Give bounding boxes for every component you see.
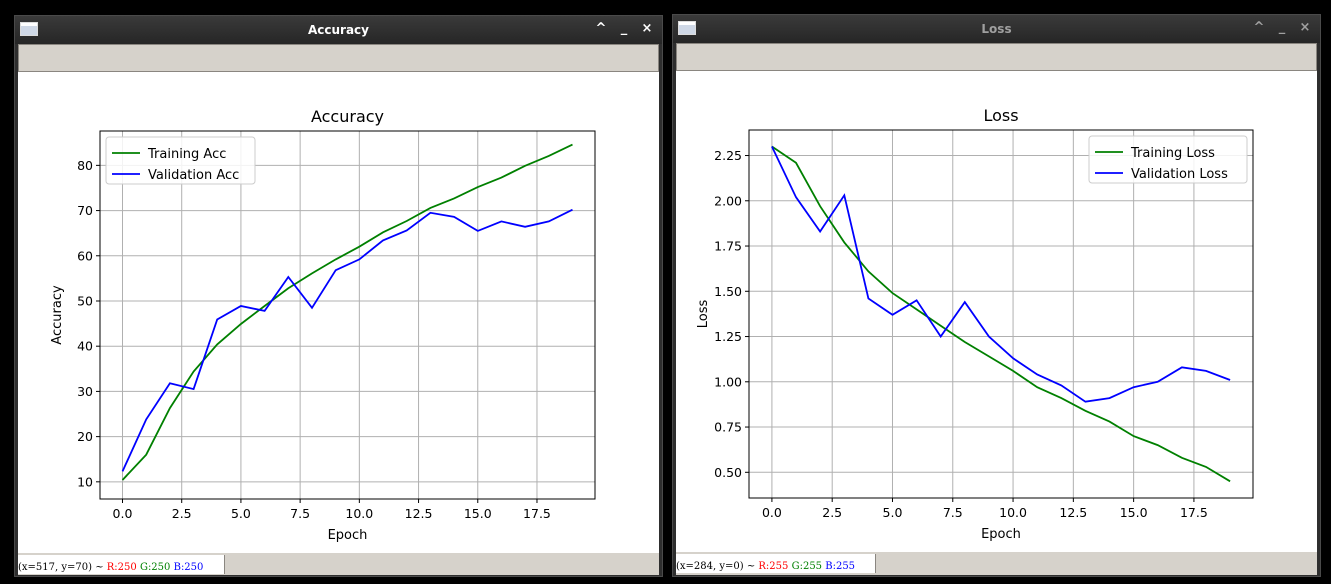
window-app-icon[interactable] <box>20 22 38 36</box>
status-red: R:255 <box>758 561 789 572</box>
plot-canvas[interactable]: Accuracy 0.0 2.5 5.0 7.5 10.0 12.5 15.0 17.5 10 20… <box>18 72 659 553</box>
minimize-button[interactable]: _ <box>620 21 628 36</box>
y-tick-label: 40 <box>77 339 93 354</box>
status-green: G:255 <box>791 561 823 572</box>
x-tick-label: 17.5 <box>523 506 551 521</box>
status-blue: B:250 <box>173 562 204 573</box>
series-line-1 <box>771 145 1231 483</box>
toolbar <box>18 44 659 72</box>
series-line-1 <box>121 143 573 481</box>
window-app-icon[interactable] <box>678 21 696 35</box>
legend-label-2: Validation Loss <box>1131 167 1228 182</box>
window-title: Loss <box>981 22 1012 36</box>
legend-box <box>1088 135 1248 184</box>
statusbar: (x=517, y=70) ~ R:250 G:250 B:250 <box>18 553 659 575</box>
legend-label-2: Validation Acc <box>148 168 239 183</box>
legend-label-1: Training Acc <box>147 147 226 162</box>
x-axis-label: Epoch <box>328 528 368 543</box>
status-blue: B:255 <box>825 561 856 572</box>
plot-canvas[interactable]: Loss 0.0 2.5 5.0 7.5 10.0 12.5 15.0 17.5 0.50 0.75… <box>676 71 1317 552</box>
y-tick-label: 0.75 <box>714 420 742 435</box>
accuracy-window: Accuracy ^ _ × Accuracy 0.0 2.5 5.0 7.5 10.0 1… <box>14 15 663 577</box>
status-readout: (x=517, y=70) ~ R:250 G:250 B:250 <box>18 555 225 574</box>
x-tick-label: 2.5 <box>822 505 842 520</box>
window-title: Accuracy <box>307 23 369 37</box>
y-axis-label: Accuracy <box>50 285 65 345</box>
status-red: R:250 <box>106 562 137 573</box>
plot-frame <box>748 129 1254 499</box>
chart-title: Accuracy <box>311 107 384 126</box>
loss-titlebar[interactable]: Loss ^ _ × <box>673 15 1320 43</box>
status-coords: (x=284, y=0) ~ <box>676 561 759 572</box>
loss-chart: Loss 0.0 2.5 5.0 7.5 10.0 12.5 15.0 17.5 0.50 0.75… <box>696 106 1254 542</box>
x-tick-label: 0.0 <box>113 506 133 521</box>
y-tick-label: 0.50 <box>714 465 742 480</box>
x-tick-label: 15.0 <box>464 506 492 521</box>
y-tick-label: 2.25 <box>714 148 742 163</box>
y-tick-label: 1.00 <box>714 374 742 389</box>
x-tick-label: 10.0 <box>345 506 373 521</box>
toolbar <box>676 43 1317 71</box>
x-tick-label: 12.5 <box>405 506 433 521</box>
close-button[interactable]: × <box>641 21 653 36</box>
statusbar: (x=284, y=0) ~ R:255 G:255 B:255 <box>676 552 1317 575</box>
y-tick-label: 2.00 <box>714 193 742 208</box>
x-tick-label: 5.0 <box>883 505 903 520</box>
accuracy-titlebar[interactable]: Accuracy ^ _ × <box>15 16 662 44</box>
plot-frame <box>99 130 596 500</box>
y-axis-label: Loss <box>696 300 711 329</box>
y-tick-label: 60 <box>77 248 93 263</box>
accuracy-chart: Accuracy 0.0 2.5 5.0 7.5 10.0 12.5 15.0 17.5 10 20… <box>50 107 596 543</box>
y-tick-label: 80 <box>77 158 93 173</box>
loss-window: Loss ^ _ × Loss 0.0 2.5 5.0 7.5 10.0 12.5 15.0 1… <box>672 14 1321 577</box>
chart-title: Loss <box>983 106 1018 125</box>
y-tick-label: 70 <box>77 203 93 218</box>
series-line-2 <box>121 208 573 472</box>
status-readout: (x=284, y=0) ~ R:255 G:255 B:255 <box>676 554 876 573</box>
y-tick-label: 1.25 <box>714 329 742 344</box>
shade-button[interactable]: ^ <box>595 21 607 36</box>
shade-button[interactable]: ^ <box>1253 20 1265 35</box>
y-tick-label: 10 <box>77 474 93 489</box>
y-tick-label: 1.75 <box>714 239 742 254</box>
y-tick-label: 50 <box>77 293 93 308</box>
y-tick-label: 30 <box>77 384 93 399</box>
x-tick-label: 7.5 <box>290 506 310 521</box>
close-button[interactable]: × <box>1299 20 1311 35</box>
legend-label-1: Training Loss <box>1130 146 1215 161</box>
x-tick-label: 0.0 <box>762 505 782 520</box>
x-tick-label: 2.5 <box>172 506 192 521</box>
x-tick-label: 5.0 <box>231 506 251 521</box>
x-tick-label: 17.5 <box>1180 505 1208 520</box>
series-line-2 <box>771 146 1231 403</box>
legend-box <box>105 136 256 185</box>
x-tick-label: 15.0 <box>1120 505 1148 520</box>
status-coords: (x=517, y=70) ~ <box>18 562 107 573</box>
x-tick-label: 10.0 <box>999 505 1027 520</box>
x-tick-label: 7.5 <box>943 505 963 520</box>
x-tick-label: 12.5 <box>1059 505 1087 520</box>
status-green: G:250 <box>139 562 171 573</box>
x-axis-label: Epoch <box>981 527 1021 542</box>
y-tick-label: 1.50 <box>714 284 742 299</box>
y-tick-label: 20 <box>77 429 93 444</box>
minimize-button[interactable]: _ <box>1278 20 1286 35</box>
